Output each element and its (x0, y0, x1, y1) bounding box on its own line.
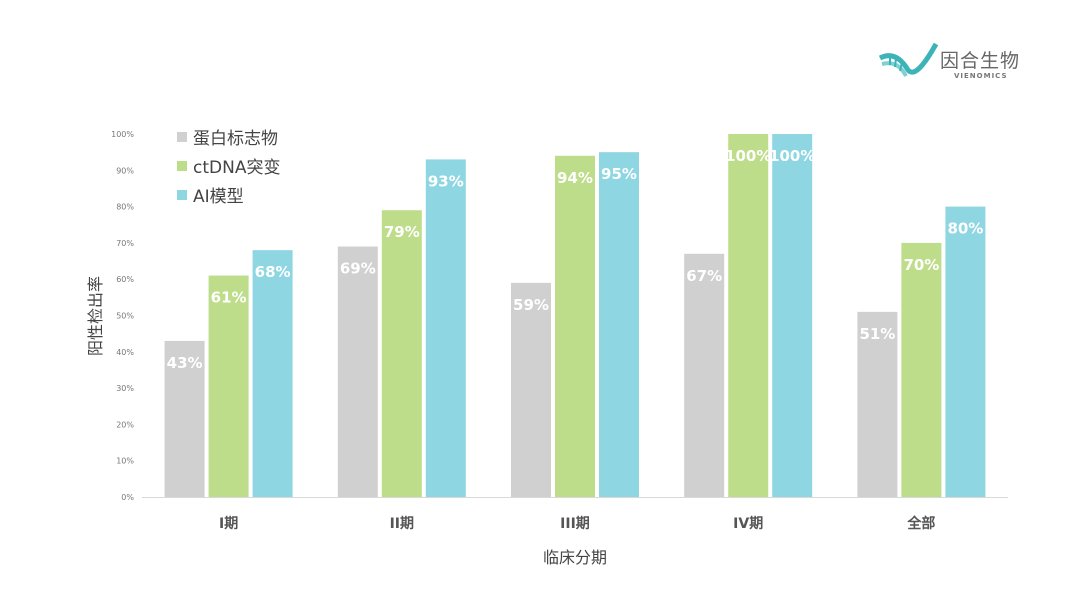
data-label: 79% (384, 223, 420, 241)
legend-item: 蛋白标志物 (177, 122, 280, 151)
logo-name: 因合生物 (940, 50, 1021, 72)
x-tick-label: 全部 (906, 515, 935, 532)
bar (772, 134, 813, 497)
y-tick-label: 20% (116, 420, 134, 429)
y-tick-label: 0% (121, 493, 134, 502)
data-label: 93% (428, 172, 464, 190)
bar (555, 155, 595, 497)
data-label: 95% (601, 165, 637, 183)
data-label: 70% (903, 256, 939, 274)
y-tick-label: 40% (116, 348, 134, 357)
legend-item: AI模型 (177, 180, 280, 209)
data-label: 61% (211, 289, 247, 307)
legend-item: ctDNA突变 (177, 151, 280, 180)
legend-label: AI模型 (193, 187, 244, 207)
y-axis-title: 阳性检出率 (86, 276, 105, 356)
data-label: 100% (725, 147, 771, 165)
bar (684, 253, 725, 497)
x-tick-label: IV期 (733, 516, 763, 532)
logo-subtitle: VIENOMICS (954, 72, 1008, 80)
bar (381, 210, 422, 498)
bar (945, 206, 986, 497)
bar (901, 242, 942, 497)
logo-icon (878, 42, 939, 77)
data-label: 80% (947, 220, 983, 238)
x-axis-title: 临床分期 (543, 548, 607, 567)
y-tick-label: 30% (116, 384, 134, 393)
data-label: 68% (255, 263, 291, 281)
data-label: 69% (340, 260, 376, 278)
legend-swatch (177, 131, 187, 142)
data-label: 59% (513, 296, 549, 314)
data-label: 67% (686, 267, 722, 285)
x-tick-label: III期 (560, 516, 590, 532)
data-label: 100% (769, 147, 815, 165)
bar (208, 275, 249, 497)
bar (857, 311, 898, 497)
x-tick-label: I期 (219, 516, 238, 532)
legend: 蛋白标志物 ctDNA突变 AI模型 (177, 122, 280, 209)
y-tick-label: 100% (111, 130, 134, 139)
legend-swatch (177, 189, 187, 200)
data-label: 43% (167, 354, 203, 372)
bar (425, 159, 466, 497)
data-label: 51% (859, 325, 895, 343)
legend-label: ctDNA突变 (193, 158, 281, 178)
bar (728, 134, 769, 497)
bar (164, 340, 205, 497)
legend-swatch (177, 160, 187, 171)
bar (252, 250, 293, 497)
company-logo: 因合生物 VIENOMICS (876, 40, 1026, 90)
y-tick-label: 90% (116, 166, 134, 175)
y-tick-label: 80% (116, 203, 134, 212)
y-tick-label: 50% (116, 312, 134, 321)
x-tick-label: II期 (390, 516, 414, 532)
bar (599, 152, 639, 497)
y-tick-label: 10% (116, 457, 134, 466)
bar (511, 282, 551, 497)
data-label: 94% (557, 169, 593, 187)
y-tick-label: 70% (116, 239, 134, 248)
bar (337, 246, 378, 497)
y-tick-label: 60% (116, 275, 134, 284)
legend-label: 蛋白标志物 (193, 129, 278, 149)
